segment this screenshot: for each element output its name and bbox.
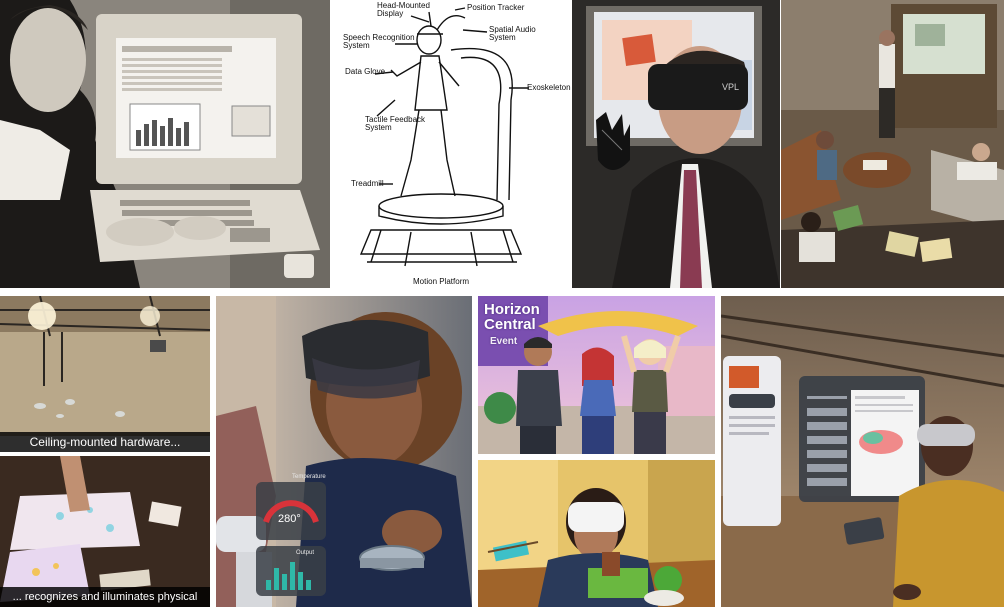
photo-horizon-central: Horizon Central Event (478, 296, 715, 454)
photo-projection-table: Ceiling-mounted hardware... ... recogniz… (0, 296, 210, 607)
photo-vpl-headset: VPL (572, 0, 780, 288)
photo-lab-tablets (781, 0, 1004, 288)
vpl-photo-art: VPL (572, 0, 780, 288)
label-spatial-audio: Spatial Audio System (489, 25, 536, 42)
photo-spatial-ui (721, 296, 1004, 607)
caption-ceiling-hardware: Ceiling-mounted hardware... (0, 432, 210, 452)
spatial-ui-art (721, 296, 1004, 607)
horizon-sign-line3: Event (490, 336, 518, 347)
hud-temperature-value: 280° (278, 513, 301, 525)
quest-scene-art (478, 460, 715, 607)
label-motion-platform: Motion Platform (413, 277, 470, 286)
label-tactile-feedback: Tactile Feedback System (365, 115, 426, 132)
svg-text:VPL: VPL (722, 82, 739, 92)
xerox-photo-art (0, 0, 330, 288)
hololens-photo-art (216, 296, 472, 607)
horizon-sign-line2: Central (484, 316, 536, 333)
caption-illuminates-objects: ... recognizes and illuminates physical … (0, 587, 210, 607)
vr-diagram-art (359, 7, 529, 267)
hud-temperature-label: Temperature (292, 474, 326, 480)
photo-hololens-user: Temperature 280° Output (216, 296, 472, 607)
hud-output-label: Output (296, 550, 315, 556)
label-data-glove: Data Glove (345, 67, 386, 76)
lab-photo-art (781, 0, 1004, 288)
label-treadmill: Treadmill (351, 179, 384, 188)
label-position-tracker: Position Tracker (467, 3, 525, 12)
horizon-scene-art (478, 296, 715, 454)
horizon-sign-line1: Horizon (484, 301, 540, 318)
label-exoskeleton: Exoskeleton (527, 83, 571, 92)
photo-quest-user (478, 460, 715, 607)
projection-photo-art (0, 296, 210, 607)
label-speech-recognition: Speech Recognition System (343, 33, 415, 50)
label-head-mounted-display: Head-Mounted Display (377, 1, 430, 18)
vr-system-diagram: Head-Mounted Display Position Tracker Sp… (331, 0, 571, 288)
photo-xerox-workstation (0, 0, 330, 288)
